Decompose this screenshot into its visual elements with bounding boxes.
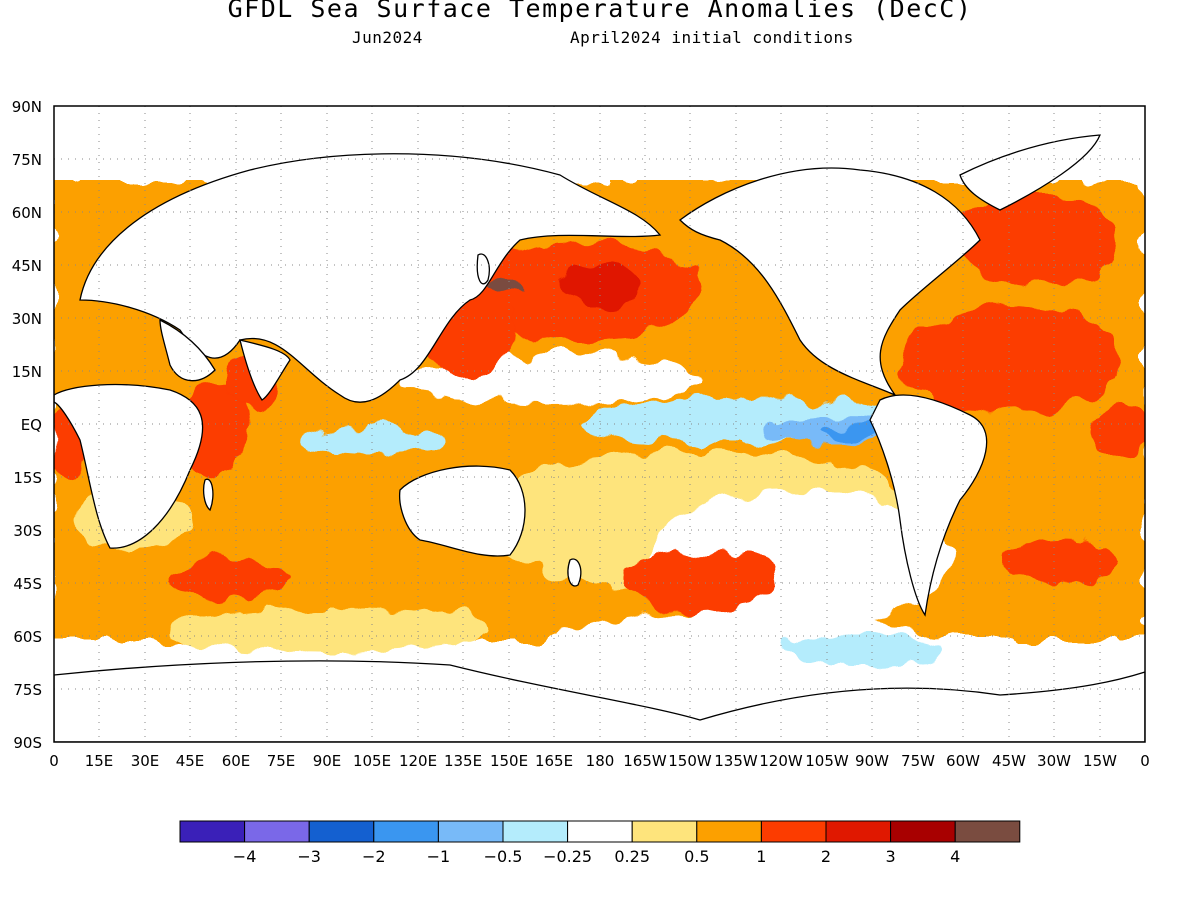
lon-label: 0 [49,752,59,770]
colorbar-tick-label: 4 [950,847,960,866]
colorbar-swatch [890,820,956,843]
colorbar-tick-label: 0.5 [684,847,709,866]
lon-axis: 0 15E 30E 45E 60E 75E 90E 105E 120E 135E… [49,752,1150,770]
colorbar-swatch [631,820,698,843]
map-title: GFDL Sea Surface Temperature Anomalies (… [227,0,973,23]
initial-conditions-label: April2024 initial conditions [570,28,854,47]
colorbar-tick-label: −1 [427,847,451,866]
plot-frame [53,105,1146,743]
lat-label: 15N [12,363,42,381]
lon-label: 0 [1140,752,1150,770]
lat-label: 30N [12,310,42,328]
lon-label: 15E [85,752,114,770]
colorbar-swatch [373,820,439,843]
lon-label: 15W [1083,752,1117,770]
colorbar-swatch [244,820,310,843]
lat-label: EQ [21,416,42,434]
lat-label: 90S [13,734,42,752]
colorbar-tick-label: −2 [362,847,386,866]
colorbar-swatch [502,820,569,843]
colorbar [179,820,1021,843]
gridlines [54,106,1145,742]
colorbar-tick-label: 1 [756,847,766,866]
colorbar-tick-label: 3 [886,847,896,866]
lon-label: 75W [901,752,935,770]
lat-label: 30S [13,522,42,540]
lon-label: 165W [623,752,667,770]
colorbar-tick-label: 2 [821,847,831,866]
lon-label: 45E [176,752,205,770]
lon-label: 60W [946,752,980,770]
lat-label: 90N [12,98,42,116]
lon-label: 135W [714,752,758,770]
lat-label: 75S [13,681,42,699]
colorbar-tick-label: −0.25 [543,847,592,866]
colorbar-swatch [437,820,504,843]
lon-label: 135E [444,752,482,770]
lat-label: 60S [13,628,42,646]
lon-label: 150W [668,752,712,770]
colorbar-tick-label: −3 [297,847,321,866]
lat-label: 15S [13,469,42,487]
lon-label: 75E [267,752,296,770]
colorbar-tick-label: −4 [233,847,257,866]
colorbar-swatch [760,820,827,843]
lon-label: 180 [586,752,615,770]
colorbar-swatch [825,820,892,843]
colorbar-swatch [179,820,246,843]
colorbar-swatch [567,820,633,843]
lat-label: 75N [12,151,42,169]
lon-label: 150E [490,752,528,770]
forecast-month: Jun2024 [352,28,423,47]
colorbar-tick-label: −0.5 [484,847,523,866]
colorbar-swatch [308,820,375,843]
colorbar-tick-label: 0.25 [614,847,650,866]
lon-label: 105W [805,752,849,770]
lon-label: 120E [399,752,437,770]
colorbar-swatch [696,820,762,843]
lon-label: 90E [313,752,342,770]
lon-label: 165E [535,752,573,770]
lon-label: 30W [1037,752,1071,770]
lon-label: 45W [992,752,1026,770]
lat-axis: 90N 75N 60N 45N 30N 15N EQ 15S 30S 45S 6… [12,98,42,752]
lat-label: 45S [13,575,42,593]
lat-label: 45N [12,257,42,275]
colorbar-swatch [954,820,1021,843]
colorbar-labels: −4 −3 −2 −1 −0.5 −0.25 0.25 0.5 1 2 3 4 [233,847,960,866]
lon-label: 60E [222,752,251,770]
lon-label: 120W [759,752,803,770]
lon-label: 30E [131,752,160,770]
lon-label: 105E [353,752,391,770]
lat-label: 60N [12,204,42,222]
lon-label: 90W [855,752,889,770]
